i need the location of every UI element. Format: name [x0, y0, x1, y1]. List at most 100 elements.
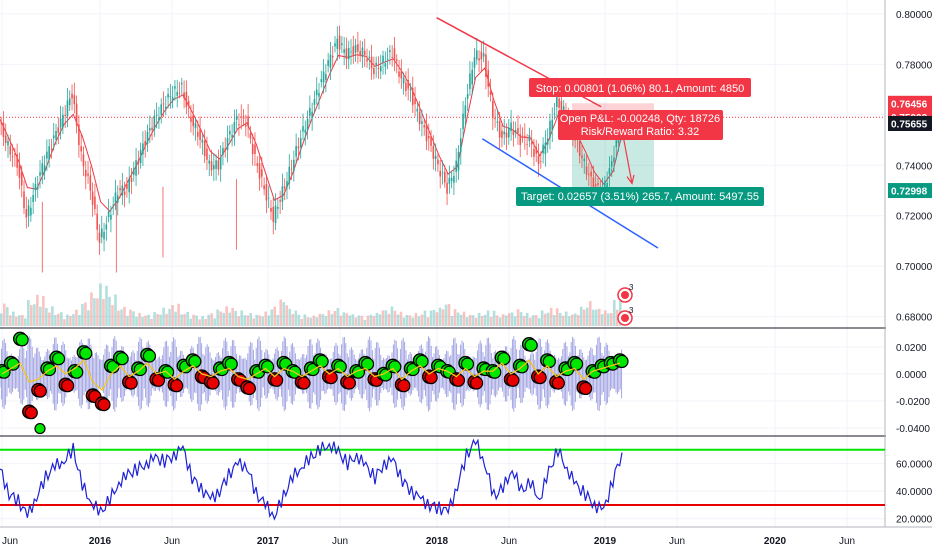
rsi-panel[interactable] [0, 438, 885, 521]
candle-body [391, 56, 393, 58]
volume-bar [504, 315, 508, 326]
candle-body [151, 127, 153, 131]
candle-body [171, 97, 174, 101]
volume-bar [186, 311, 189, 326]
candle-body [71, 93, 73, 99]
time-tick-label: Jun [2, 536, 18, 547]
oscillator-sma [1, 359, 621, 392]
candle-body [265, 184, 268, 201]
oscillator-dot [142, 349, 157, 363]
candle-body [400, 71, 403, 79]
volume-bar [345, 313, 349, 326]
candle-body [281, 186, 284, 202]
price-axis[interactable]: 0.800000.780000.760000.740000.720000.700… [886, 0, 932, 527]
candle-body [199, 128, 201, 141]
rsi-tick-label: 60.0000 [896, 460, 932, 471]
volume-bar [165, 313, 168, 326]
candle-body [293, 159, 295, 172]
candle-body [306, 118, 309, 130]
projection-arrowhead [626, 174, 635, 185]
candle-body [73, 95, 76, 105]
volume-bar [51, 306, 54, 326]
candle-body [386, 58, 389, 60]
candle-body [135, 160, 137, 176]
volume-bar [483, 314, 487, 326]
volume-bar [474, 317, 478, 326]
stop-label-box [529, 78, 751, 97]
volume-bar [363, 319, 367, 326]
target-label: Target: 0.02657 (3.51%) 265.7, Amount: 5… [521, 191, 759, 203]
candle-body [25, 209, 28, 218]
plus-circle-event-icon[interactable]: 3 [617, 283, 634, 303]
candle-body [158, 117, 160, 121]
candle-body [208, 160, 211, 164]
candle-body [41, 163, 44, 175]
volume-bar [513, 316, 517, 326]
candle-body [235, 116, 238, 120]
position-labels: Stop: 0.00801 (1.06%) 80.1, Amount: 4850… [516, 78, 764, 206]
volume-bar [120, 309, 123, 326]
oscillator-dot [460, 357, 475, 371]
oscillator-panel[interactable] [0, 331, 629, 435]
candle-body [441, 172, 444, 174]
candle-body [480, 51, 483, 60]
volume-bar [360, 315, 364, 326]
volume-bar [540, 310, 544, 326]
candle-body [192, 115, 195, 127]
candle-body [91, 191, 94, 205]
volume-bar [207, 314, 210, 326]
candle-body [615, 136, 618, 148]
volume-bar [219, 311, 222, 326]
candle-body [322, 71, 325, 83]
volume-bar [81, 303, 84, 326]
oscillator-dot [206, 376, 220, 390]
volume-bar [462, 311, 466, 326]
volume-bar [561, 315, 565, 326]
candle-body [43, 165, 46, 173]
rsi-line-path [0, 438, 623, 521]
volume-bar [408, 315, 412, 326]
candle-body [164, 106, 167, 109]
candle-body [116, 195, 119, 204]
volume-bar [288, 308, 292, 326]
price-panel[interactable]: Stop: 0.00801 (1.06%) 80.1, Amount: 4850… [0, 17, 885, 326]
rsi-line [0, 438, 623, 521]
candle-body [78, 124, 80, 146]
candle-body [57, 127, 60, 133]
target-label-box [516, 187, 764, 206]
candle-body [100, 228, 103, 238]
candle-body [96, 213, 98, 230]
oscillator-dot [488, 365, 502, 379]
candle-body [494, 117, 496, 120]
candle-body [224, 148, 227, 151]
volume-bar [465, 317, 469, 326]
oscillator-tick-label: 0.0200 [896, 343, 927, 354]
candle-body [270, 207, 272, 212]
oscillator-dot [315, 354, 329, 368]
oscillator-sma-line [1, 359, 621, 392]
volume-bar [210, 313, 213, 326]
volume-bar [498, 317, 502, 326]
volume-bar [549, 307, 553, 326]
candle-body [274, 205, 277, 224]
volume-bar [351, 314, 355, 326]
candle-body [505, 132, 508, 138]
candle-body [320, 79, 323, 83]
candle-body [123, 191, 126, 195]
candle-body [562, 106, 565, 113]
candle-body [448, 177, 451, 184]
oscillator-dot [551, 376, 565, 390]
candle-body [167, 93, 169, 98]
candle-body [251, 143, 254, 155]
candle-body [553, 113, 556, 115]
candle-body [190, 116, 192, 122]
candle-body [279, 200, 281, 202]
volume-bar [225, 306, 228, 326]
event-badges[interactable]: 33 [617, 283, 634, 326]
flag-event-icon[interactable]: 3 [617, 306, 634, 326]
time-axis[interactable]: Jun 2016 Jun 2017 Jun 2018 Jun 2019 Jun 2020 Jun [0, 526, 932, 550]
volume-bar [3, 303, 6, 326]
volume-bar [21, 314, 24, 326]
candle-body [59, 118, 62, 128]
